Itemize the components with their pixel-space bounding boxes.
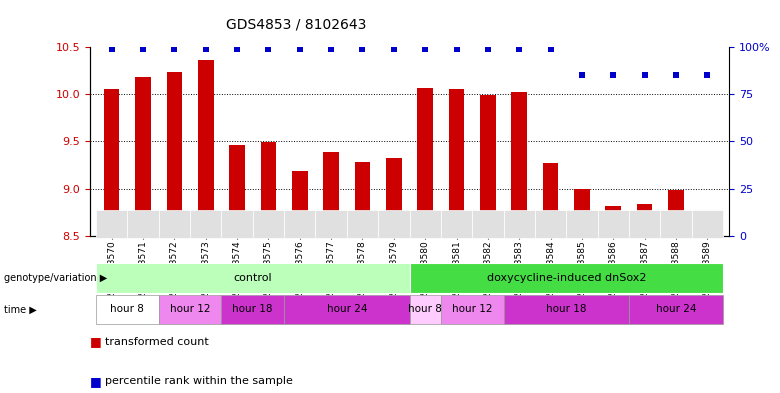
Bar (104, 89, 119, 236)
Text: hour 8: hour 8 (111, 305, 144, 314)
Bar (441, 210, 472, 238)
Text: doxycycline-induced dnSox2: doxycycline-induced dnSox2 (487, 273, 646, 283)
Bar (448, 89, 464, 236)
Bar (605, 206, 621, 236)
Bar (597, 210, 629, 238)
Bar (472, 210, 504, 238)
Bar (261, 142, 276, 236)
Point (450, 46, 463, 52)
Bar (158, 210, 190, 238)
Bar (347, 210, 378, 238)
Bar (292, 171, 307, 236)
Text: GDS4853 / 8102643: GDS4853 / 8102643 (226, 18, 367, 32)
Point (638, 72, 651, 79)
Point (670, 72, 682, 79)
Bar (222, 295, 284, 324)
Bar (504, 295, 629, 324)
Point (200, 46, 212, 52)
Bar (127, 210, 158, 238)
Bar (315, 210, 347, 238)
Bar (355, 162, 370, 236)
Bar (661, 210, 692, 238)
Point (607, 72, 619, 79)
Bar (636, 204, 653, 236)
Text: hour 8: hour 8 (408, 305, 442, 314)
Text: hour 24: hour 24 (327, 305, 367, 314)
Point (356, 46, 369, 52)
Bar (441, 295, 504, 324)
Bar (668, 189, 684, 236)
Point (231, 46, 243, 52)
Point (701, 72, 714, 79)
Bar (96, 295, 158, 324)
Bar (700, 217, 715, 236)
Bar (512, 92, 527, 236)
Point (136, 46, 149, 52)
Bar (190, 210, 222, 238)
Text: hour 18: hour 18 (546, 305, 587, 314)
Bar (480, 95, 496, 236)
Text: hour 12: hour 12 (452, 305, 492, 314)
Bar (410, 295, 441, 324)
Bar (96, 263, 410, 293)
Point (325, 46, 338, 52)
Bar (198, 61, 214, 236)
Point (262, 46, 275, 52)
Bar (417, 88, 433, 236)
Bar (135, 77, 151, 236)
Bar (229, 145, 245, 236)
Text: hour 12: hour 12 (170, 305, 211, 314)
Text: percentile rank within the sample: percentile rank within the sample (105, 376, 293, 386)
Point (168, 46, 181, 52)
Point (544, 46, 557, 52)
Point (388, 46, 400, 52)
Point (481, 46, 494, 52)
Text: hour 24: hour 24 (656, 305, 697, 314)
Bar (543, 163, 558, 236)
Bar (386, 158, 402, 236)
Point (576, 72, 588, 79)
Bar (253, 210, 284, 238)
Text: ■: ■ (90, 335, 101, 349)
Bar (629, 295, 723, 324)
Text: time ▶: time ▶ (4, 305, 37, 314)
Point (513, 46, 526, 52)
Bar (504, 210, 535, 238)
Bar (629, 210, 661, 238)
Bar (692, 210, 723, 238)
Text: genotype/variation ▶: genotype/variation ▶ (4, 273, 107, 283)
Bar (284, 295, 410, 324)
Bar (284, 210, 315, 238)
Bar (158, 295, 222, 324)
Point (419, 46, 431, 52)
Bar (222, 210, 253, 238)
Bar (574, 189, 590, 236)
Text: transformed count: transformed count (105, 337, 209, 347)
Bar (566, 210, 597, 238)
Bar (96, 210, 127, 238)
Bar (410, 263, 723, 293)
Text: hour 18: hour 18 (232, 305, 273, 314)
Bar (323, 152, 339, 236)
Bar (535, 210, 566, 238)
Point (105, 46, 118, 52)
Point (293, 46, 306, 52)
Bar (166, 72, 183, 236)
Text: control: control (233, 273, 272, 283)
Bar (410, 210, 441, 238)
Text: ■: ■ (90, 375, 101, 388)
Bar (378, 210, 410, 238)
